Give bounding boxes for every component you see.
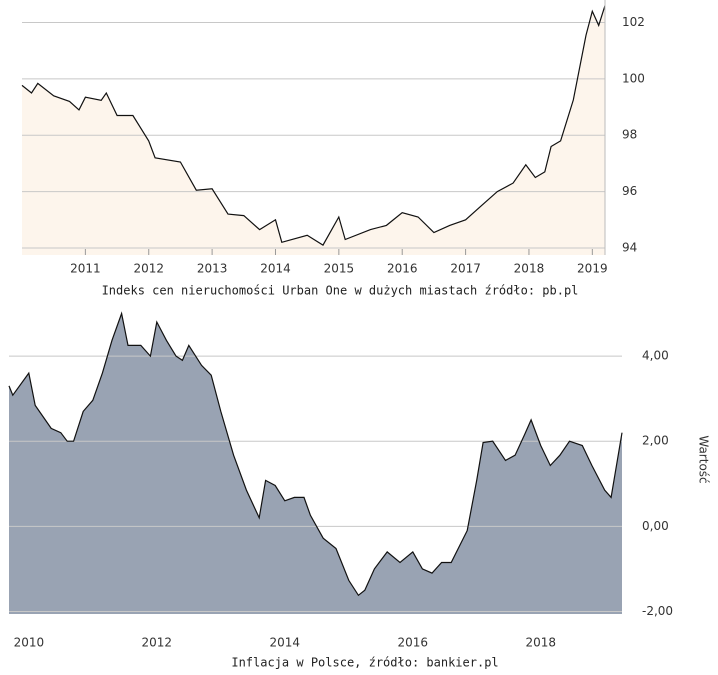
x-tick-label: 2014 — [260, 262, 291, 276]
x-tick-label: 2013 — [197, 262, 228, 276]
y-tick-label: 4,00 — [642, 349, 669, 363]
y-tick-label: 2,00 — [642, 434, 669, 448]
area-fill — [9, 313, 622, 614]
y-tick-label: 96 — [622, 184, 637, 198]
y-tick-label: 100 — [622, 71, 645, 85]
x-tick-label: 2010 — [14, 636, 45, 650]
x-tick-label: 2011 — [70, 262, 101, 276]
y-tick-label: 102 — [622, 15, 645, 29]
y-tick-label: -2,00 — [642, 604, 673, 618]
line — [8, 311, 623, 597]
y-tick-label: 98 — [622, 128, 637, 142]
x-tick-label: 2014 — [270, 636, 301, 650]
x-tick-label: 2016 — [387, 262, 418, 276]
y-tick-label: 94 — [622, 240, 637, 254]
x-tick-label: 2016 — [397, 636, 428, 650]
x-tick-label: 2012 — [142, 636, 173, 650]
x-tick-label: 2017 — [450, 262, 481, 276]
area-fill — [22, 5, 605, 255]
y-axis-title: Wartość — [697, 435, 711, 483]
line — [21, 5, 606, 246]
chart-title: Indeks cen nieruchomości Urban One w duż… — [102, 284, 579, 298]
x-tick-label: 2018 — [525, 636, 556, 650]
y-tick-label: 0,00 — [642, 519, 669, 533]
x-tick-label: 2015 — [324, 262, 355, 276]
x-tick-label: 2012 — [133, 262, 164, 276]
x-tick-label: 2018 — [514, 262, 545, 276]
x-tick-label: 2019 — [577, 262, 608, 276]
chart-title: Inflacja w Polsce, źródło: bankier.pl — [231, 656, 498, 670]
